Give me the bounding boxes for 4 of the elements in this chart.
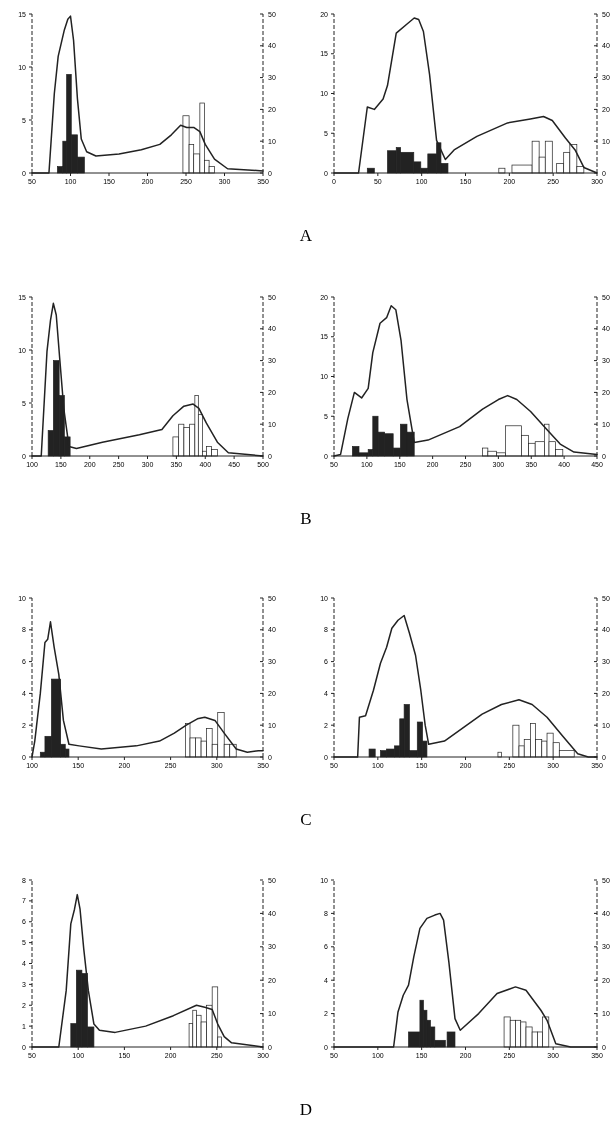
text: B — [300, 509, 312, 528]
text: A — [299, 226, 313, 245]
text: C — [300, 810, 312, 829]
text: D — [299, 1100, 313, 1119]
